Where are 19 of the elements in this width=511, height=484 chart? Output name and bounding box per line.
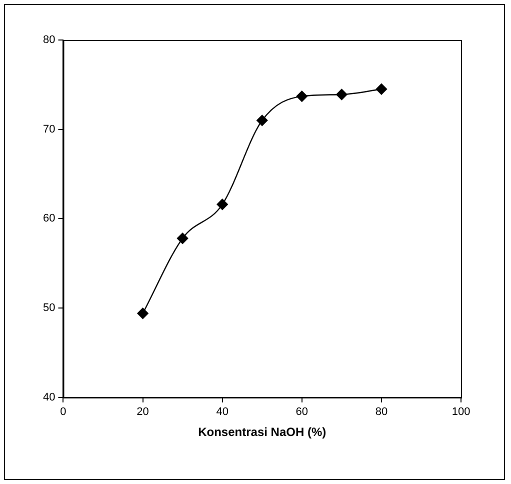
x-tick-label: 40 <box>216 406 228 418</box>
point <box>336 88 348 100</box>
x-tick-label: 100 <box>452 406 470 418</box>
y-tick-label: 70 <box>42 123 56 136</box>
point <box>376 84 388 95</box>
x-tick-label: 60 <box>296 406 308 418</box>
x-tick-label: 80 <box>375 406 388 418</box>
y-tick-label: 50 <box>42 302 56 314</box>
point <box>216 198 228 210</box>
point <box>137 308 148 320</box>
y-tick-label: 40 <box>42 391 56 404</box>
x-tick-label: 20 <box>136 406 149 418</box>
x-axis-title: Konsentrasi NaOH (%) <box>198 425 326 440</box>
x-tick-label: 0 <box>60 406 66 418</box>
y-tick-label: 80 <box>42 34 56 46</box>
point <box>256 114 268 126</box>
point <box>176 232 188 244</box>
point <box>296 90 308 102</box>
y-tick-label: 60 <box>42 212 56 225</box>
